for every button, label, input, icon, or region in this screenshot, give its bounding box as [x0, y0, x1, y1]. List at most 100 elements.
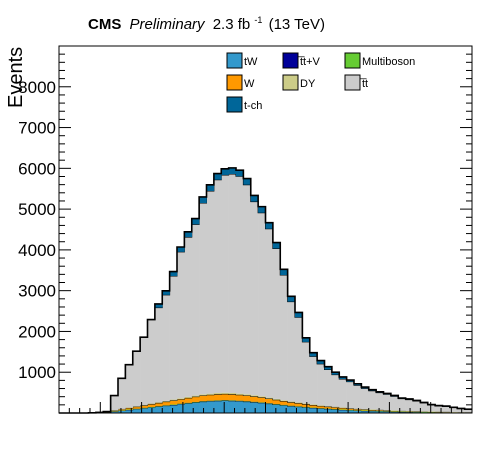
bar-segment: [170, 405, 178, 413]
legend-label: t-ch: [244, 100, 262, 112]
y-tick-label: 6000: [18, 159, 56, 178]
bar-segment: [111, 411, 119, 412]
bar-segment: [369, 411, 377, 412]
bar-segment: [266, 399, 274, 404]
bar-segment: [192, 224, 200, 395]
bar-segment: [310, 408, 318, 409]
bar-segment: [280, 275, 288, 400]
legend-swatch: [227, 53, 242, 68]
bar-segment: [273, 243, 281, 249]
bar-segment: [111, 410, 119, 411]
bar-segment: [236, 401, 244, 402]
bar-segment: [148, 404, 156, 405]
y-tick-label: 7000: [18, 119, 56, 138]
bar-segment: [280, 405, 288, 413]
energy-label: (13 TeV): [269, 16, 325, 33]
bar-segment: [266, 223, 274, 229]
bar-segment: [111, 396, 119, 411]
bar-segment: [133, 406, 141, 407]
bar-segment: [406, 411, 414, 412]
bar-segment: [251, 195, 259, 201]
bar-segment: [266, 403, 274, 404]
bar-segment: [354, 410, 362, 411]
bar-segment: [391, 411, 399, 412]
bar-segment: [214, 174, 222, 180]
bar-segment: [236, 176, 244, 393]
bar-segment: [325, 369, 333, 406]
bar-segment: [221, 169, 229, 175]
bar-segment: [162, 405, 170, 406]
bar-segment: [184, 397, 192, 398]
bar-segment: [214, 180, 222, 393]
bar-segment: [317, 408, 325, 409]
y-tick-label: 4000: [18, 241, 56, 260]
bar-segment: [361, 388, 369, 409]
bar-segment: [288, 302, 296, 402]
bar-segment: [184, 403, 192, 413]
bar-segment: [288, 402, 296, 403]
bar-segment: [243, 185, 251, 395]
legend-label: W: [244, 78, 255, 90]
bar-segment: [420, 412, 428, 413]
bar-segment: [325, 409, 333, 410]
bar-segment: [214, 400, 222, 401]
legend-label: t̅t: [359, 78, 368, 90]
bar-segment: [192, 397, 200, 402]
bar-segment: [251, 202, 259, 396]
experiment-label: CMS: [88, 16, 121, 33]
bar-segment: [325, 406, 333, 407]
bar-segment: [148, 320, 156, 404]
bar-segment: [184, 403, 192, 404]
bar-segment: [221, 400, 229, 401]
bar-segment: [406, 400, 414, 411]
bar-segment: [155, 402, 163, 403]
bar-segment: [170, 400, 178, 401]
legend-label: tW: [244, 56, 258, 68]
bar-segment: [214, 393, 222, 394]
bar-segment: [229, 400, 237, 401]
bar-segment: [384, 410, 392, 411]
chart-title: CMS Preliminary 2.3 fb -1 (13 TeV): [88, 10, 325, 33]
lumi-exponent: -1: [254, 15, 262, 25]
bar-segment: [221, 175, 229, 393]
y-axis-title: Events: [5, 47, 27, 108]
bar-segment: [162, 295, 170, 401]
legend-label: DY: [300, 78, 316, 90]
bar-segment: [339, 408, 347, 409]
bar-segment: [192, 219, 200, 225]
bar-segment: [384, 411, 392, 412]
bar-segment: [170, 404, 178, 405]
bar-segment: [221, 401, 229, 413]
bar-segment: [243, 179, 251, 185]
bar-segment: [170, 400, 178, 404]
bar-segment: [273, 399, 281, 400]
bar-segment: [133, 409, 141, 410]
bar-segment: [361, 409, 369, 410]
bar-segment: [207, 401, 215, 402]
bar-segment: [177, 399, 185, 403]
bar-segment: [295, 317, 303, 402]
bar-segment: [251, 402, 259, 413]
bar-segment: [251, 396, 259, 401]
bar-segment: [420, 403, 428, 412]
legend-item: Multiboson: [345, 53, 415, 68]
bar-segment: [162, 406, 170, 413]
bar-segment: [155, 406, 163, 413]
bar-segment: [428, 412, 436, 413]
bar-segment: [148, 407, 156, 408]
bar-segment: [243, 401, 251, 402]
bar-segment: [332, 407, 340, 408]
bar-segment: [236, 395, 244, 401]
bar-segment: [258, 397, 266, 402]
bar-segment: [125, 408, 133, 409]
bar-segment: [302, 404, 310, 405]
bar-segment: [251, 402, 259, 403]
bar-segment: [302, 342, 310, 404]
bar-segment: [140, 337, 148, 405]
bar-segment: [214, 401, 222, 413]
bar-segment: [443, 412, 451, 413]
legend-swatch: [283, 53, 298, 68]
bar-segment: [236, 401, 244, 413]
bar-segment: [369, 391, 377, 410]
